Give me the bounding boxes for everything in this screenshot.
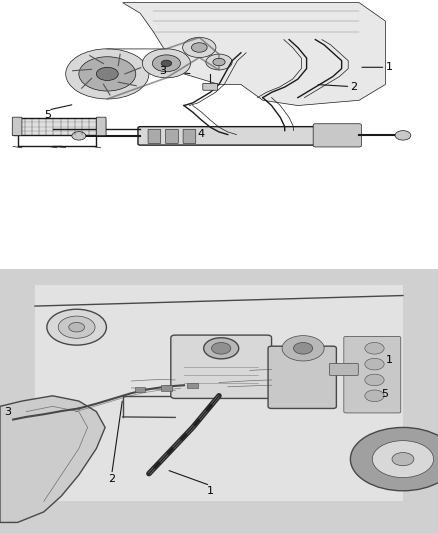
FancyBboxPatch shape: [268, 346, 336, 408]
Text: 1: 1: [207, 486, 214, 496]
Text: 3: 3: [4, 407, 11, 417]
FancyBboxPatch shape: [187, 383, 198, 388]
Circle shape: [372, 441, 434, 478]
Circle shape: [204, 338, 239, 359]
FancyBboxPatch shape: [138, 127, 353, 145]
FancyBboxPatch shape: [135, 386, 145, 392]
Circle shape: [69, 322, 85, 332]
Text: 1: 1: [385, 62, 392, 72]
Circle shape: [47, 309, 106, 345]
FancyBboxPatch shape: [329, 364, 358, 375]
Circle shape: [395, 131, 411, 140]
Circle shape: [365, 390, 384, 401]
Circle shape: [212, 343, 231, 354]
Circle shape: [213, 58, 225, 66]
Polygon shape: [123, 3, 385, 106]
FancyBboxPatch shape: [203, 83, 218, 90]
FancyBboxPatch shape: [183, 130, 196, 143]
FancyBboxPatch shape: [171, 335, 272, 399]
Circle shape: [206, 54, 232, 70]
Circle shape: [282, 336, 324, 361]
Circle shape: [191, 43, 207, 52]
FancyBboxPatch shape: [161, 385, 172, 391]
Circle shape: [293, 343, 313, 354]
Text: 2: 2: [350, 82, 357, 92]
Circle shape: [365, 343, 384, 354]
Circle shape: [66, 49, 149, 99]
Circle shape: [350, 427, 438, 491]
Circle shape: [58, 316, 95, 338]
Circle shape: [161, 60, 172, 67]
FancyBboxPatch shape: [13, 118, 105, 134]
Circle shape: [365, 374, 384, 386]
Circle shape: [96, 67, 118, 80]
Circle shape: [392, 453, 414, 466]
Circle shape: [152, 55, 180, 72]
Circle shape: [365, 358, 384, 370]
Circle shape: [79, 56, 136, 91]
FancyBboxPatch shape: [148, 130, 161, 143]
Circle shape: [142, 49, 191, 78]
FancyBboxPatch shape: [344, 336, 401, 413]
Polygon shape: [0, 396, 105, 522]
Text: 4: 4: [198, 130, 205, 139]
FancyBboxPatch shape: [166, 130, 178, 143]
Text: 5: 5: [381, 390, 388, 399]
Text: 3: 3: [159, 66, 166, 76]
Text: 1: 1: [385, 356, 392, 366]
Text: 2: 2: [108, 474, 115, 484]
FancyBboxPatch shape: [96, 117, 106, 135]
Bar: [35, 285, 403, 502]
Circle shape: [183, 37, 216, 58]
Text: 5: 5: [45, 110, 52, 120]
FancyBboxPatch shape: [313, 124, 361, 147]
FancyBboxPatch shape: [12, 117, 22, 135]
Circle shape: [72, 132, 86, 140]
